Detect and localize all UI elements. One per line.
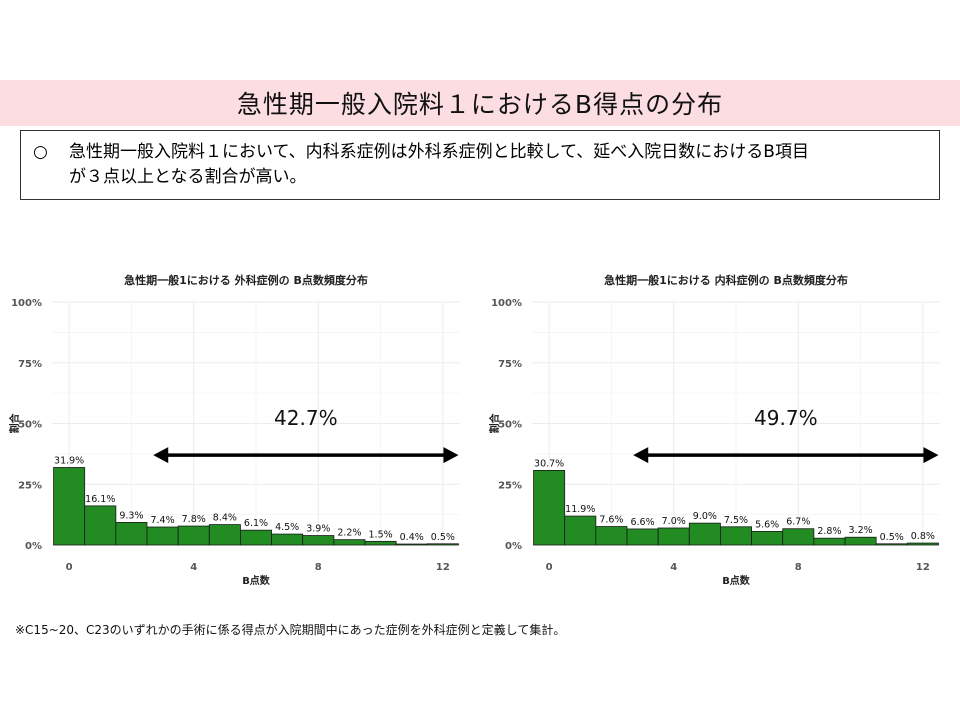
medical-bar-label-12: 0.8% (911, 531, 935, 542)
surgical-bar-label-10: 1.5% (369, 529, 393, 540)
surgical-bar-label-8: 3.9% (306, 524, 330, 535)
medical-bar-10 (844, 536, 877, 546)
summary-box: ○ 急性期一般入院料１において、内科系症例は外科系症例と比較して、延べ入院日数にお… (20, 130, 940, 200)
surgical-bar-0 (53, 467, 86, 546)
surgical-bar-3 (146, 526, 179, 546)
summary-text-1: 急性期一般入院料１において、内科系症例は外科系症例と比較して、延べ入院日数におけ… (69, 142, 809, 162)
medical-bar-6 (720, 526, 752, 546)
surgical-bar-label-1: 16.1% (85, 494, 115, 505)
medical-bar-11 (875, 543, 908, 546)
surgical-ylabel: 割合 (8, 413, 21, 434)
medical-bar-label-8: 6.7% (786, 517, 810, 528)
summary-line-1: ○ 急性期一般入院料１において、内科系症例は外科系症例と比較して、延べ入院日数にお… (33, 139, 927, 165)
medical-bar-12 (906, 542, 939, 546)
surgical-xtick-label-0: 0 (66, 562, 73, 573)
surgical-xlabel: B点数 (242, 574, 271, 587)
medical-bar-7 (751, 530, 784, 546)
medical-bar-label-1: 11.9% (565, 504, 595, 515)
medical-ytick-label-25: 25% (498, 480, 522, 491)
medical-ylabel: 割合 (488, 413, 501, 434)
slide-title: 急性期一般入院料１におけるB得点の分布 (236, 90, 724, 119)
summary-bullet: ○ (33, 142, 48, 162)
medical-xtick-label-0: 0 (546, 562, 553, 573)
chart-surgical-svg: 急性期一般1における 外科症例の B点数頻度分布 0% 25% 50% 75% 100% 0… (8, 273, 460, 587)
surgical-bar-9 (333, 539, 366, 546)
surgical-bar-label-5: 8.4% (213, 513, 237, 524)
surgical-xtick-label-8: 8 (315, 562, 322, 573)
medical-ytick-label-50: 50% (498, 420, 522, 431)
medical-bar-2 (595, 526, 628, 546)
medical-bar-label-2: 7.6% (599, 515, 623, 526)
medical-bar-label-5: 9.0% (693, 511, 717, 522)
medical-bar-label-3: 6.6% (630, 517, 654, 528)
surgical-bar-1 (84, 505, 117, 546)
surgical-bar-label-0: 31.9% (54, 455, 84, 466)
surgical-bar-label-3: 7.4% (150, 515, 174, 526)
surgical-ytick-label-50: 50% (18, 420, 42, 431)
surgical-xtick-label-12: 12 (436, 562, 450, 573)
surgical-ytick-label-100: 100% (11, 298, 42, 309)
chart-medical-svg: 急性期一般1における 内科症例の B点数頻度分布 0% 25% 50% 75% 100% 0… (488, 273, 940, 587)
surgical-xtick-label-4: 4 (190, 562, 197, 573)
medical-bar-label-0: 30.7% (534, 458, 564, 469)
surgical-bar-8 (302, 535, 335, 546)
surgical-ytick-label-75: 75% (18, 359, 42, 370)
medical-bar-label-9: 2.8% (817, 526, 841, 537)
medical-bar-label-11: 0.5% (880, 532, 904, 543)
title-band: 急性期一般入院料１におけるB得点の分布 (0, 80, 960, 126)
medical-bar-0 (533, 469, 566, 546)
medical-xlabel: B点数 (722, 574, 751, 587)
surgical-bar-label-12: 0.5% (431, 532, 455, 543)
surgical-bar-11 (395, 543, 428, 546)
surgical-bar-10 (364, 540, 397, 546)
medical-bar-3 (626, 528, 659, 546)
surgical-ytick-label-25: 25% (18, 480, 42, 491)
medical-xtick-label-8: 8 (795, 562, 802, 573)
medical-xtick-label-12: 12 (916, 562, 930, 573)
surgical-bar-label-9: 2.2% (337, 528, 361, 539)
chart-surgical: 急性期一般1における 外科症例の B点数頻度分布 0% 25% 50% 75% 100% 0… (5, 262, 480, 592)
surgical-bar-4 (177, 525, 210, 546)
medical-annot-label: 49.7% (754, 406, 818, 430)
medical-xtick-label-4: 4 (670, 562, 677, 573)
medical-bar-9 (813, 537, 846, 546)
surgical-annot-arrowhead-left (153, 447, 169, 464)
surgical-title: 急性期一般1における 外科症例の B点数頻度分布 (124, 273, 368, 287)
surgical-bar-label-6: 6.1% (244, 518, 268, 529)
chart-medical: 急性期一般1における 内科症例の B点数頻度分布 0% 25% 50% 75% 100% 0… (485, 262, 960, 592)
medical-bar-label-10: 3.2% (849, 525, 873, 536)
surgical-bar-5 (208, 524, 241, 546)
surgical-bar-7 (271, 533, 304, 546)
surgical-bar-label-7: 4.5% (275, 522, 299, 533)
medical-bar-label-4: 7.0% (662, 516, 686, 527)
medical-ytick-label-100: 100% (491, 298, 522, 309)
medical-annot-arrowhead-left (633, 447, 649, 464)
summary-text-2: が３点以上となる割合が高い。 (69, 167, 307, 187)
medical-bar-8 (782, 528, 815, 546)
medical-bar-4 (657, 527, 690, 546)
surgical-bar-label-2: 9.3% (119, 510, 143, 521)
surgical-bar-6 (240, 529, 272, 546)
medical-bar-label-7: 5.6% (755, 519, 779, 530)
surgical-annot-arrowhead-right (443, 447, 459, 464)
medical-annot-arrowhead-right (923, 447, 939, 464)
medical-ytick-label-0: 0% (505, 541, 522, 552)
surgical-bar-label-11: 0.4% (400, 532, 424, 543)
medical-bar-1 (564, 515, 597, 546)
surgical-bar-2 (115, 522, 148, 546)
surgical-annot-label: 42.7% (274, 406, 338, 430)
surgical-bar-12 (426, 543, 459, 546)
footnote: ※C15~20、C23のいずれかの手術に係る得点が入院期間中にあった症例を外科症… (15, 623, 566, 637)
medical-ytick-label-75: 75% (498, 359, 522, 370)
medical-bar-label-6: 7.5% (724, 515, 748, 526)
medical-bar-5 (688, 522, 721, 546)
surgical-bar-label-4: 7.8% (182, 514, 206, 525)
medical-title: 急性期一般1における 内科症例の B点数頻度分布 (604, 273, 848, 287)
surgical-ytick-label-0: 0% (25, 541, 42, 552)
